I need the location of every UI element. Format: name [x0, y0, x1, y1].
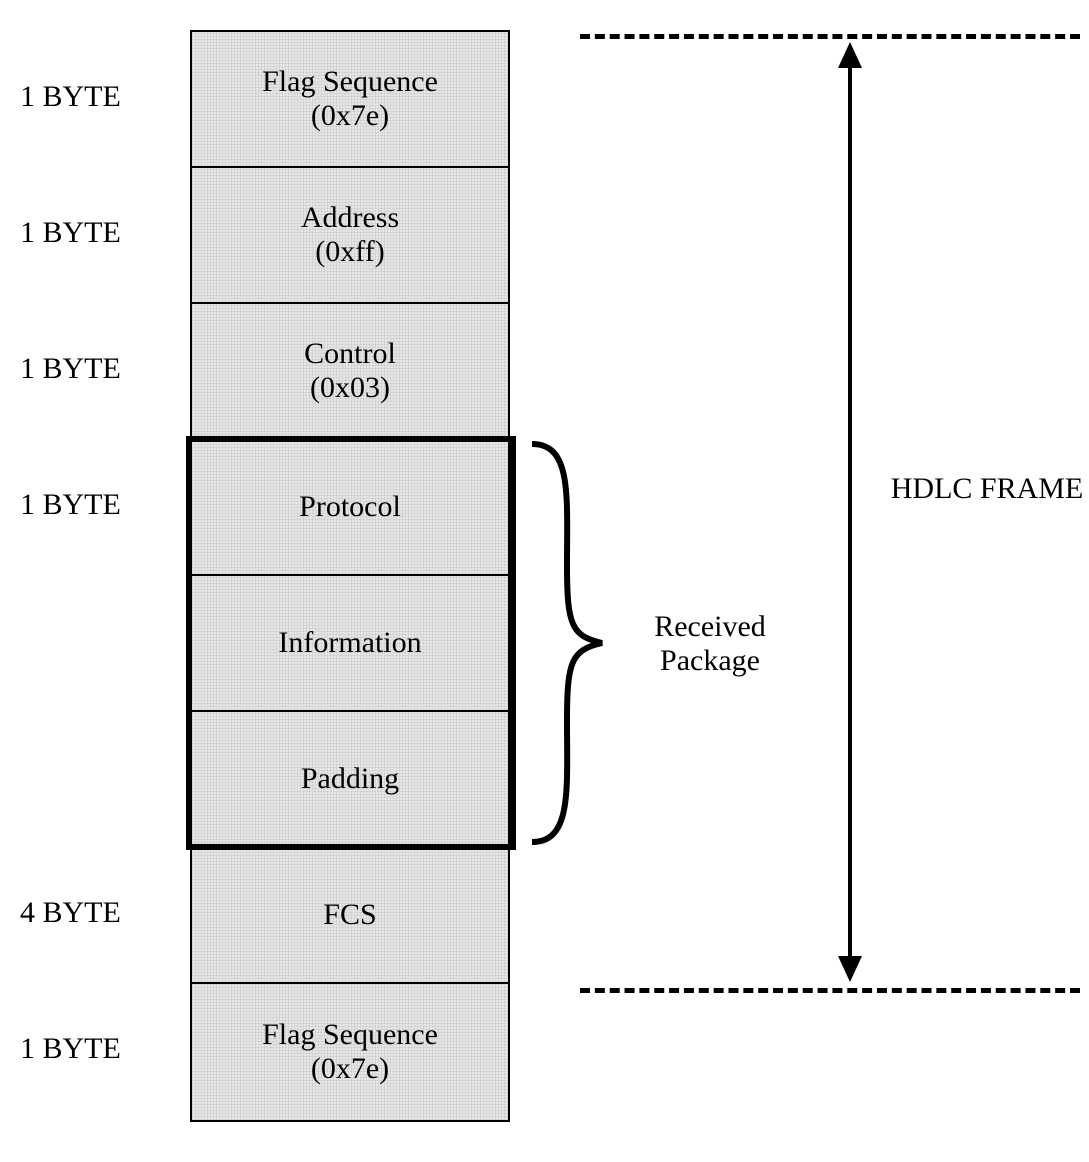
cell-subtext: (0x7e) [311, 99, 389, 134]
cell-text: Flag Sequence [262, 65, 438, 100]
cell-subtext: (0x03) [310, 371, 390, 406]
byte-label-3: 1 BYTE [20, 488, 121, 522]
cell-text: Control [304, 337, 396, 372]
hdlc-range-arrow-icon [830, 40, 870, 984]
byte-label-1: 1 BYTE [20, 216, 121, 250]
cell-text: FCS [323, 898, 376, 933]
cell-subtext: (0x7e) [311, 1052, 389, 1087]
cell-protocol: Protocol [192, 440, 508, 576]
cell-fcs: FCS [192, 848, 508, 984]
cell-text: Protocol [299, 490, 401, 525]
dashed-top [580, 34, 1080, 39]
cell-text: Flag Sequence [262, 1018, 438, 1053]
cell-text: Information [278, 626, 421, 661]
brace-icon [522, 436, 612, 850]
byte-label-6: 4 BYTE [20, 896, 121, 930]
received-line1: Received [620, 610, 800, 644]
cell-control: Control (0x03) [192, 304, 508, 440]
byte-label-7: 1 BYTE [20, 1032, 121, 1066]
cell-subtext: (0xff) [315, 235, 384, 270]
received-package-label: Received Package [620, 610, 800, 678]
cell-text: Address [301, 201, 399, 236]
cell-flag-bottom: Flag Sequence (0x7e) [192, 984, 508, 1120]
hdlc-frame-diagram: 1 BYTE 1 BYTE 1 BYTE 1 BYTE 4 BYTE 1 BYT… [20, 20, 1089, 1142]
byte-label-2: 1 BYTE [20, 352, 121, 386]
byte-label-0: 1 BYTE [20, 80, 121, 114]
received-line2: Package [620, 644, 800, 678]
frame-stack: Flag Sequence (0x7e) Address (0xff) Cont… [190, 30, 510, 1122]
cell-flag-top: Flag Sequence (0x7e) [192, 32, 508, 168]
cell-information: Information [192, 576, 508, 712]
cell-text: Padding [301, 762, 399, 797]
hdlc-frame-label: HDLC FRAME [872, 472, 1089, 506]
cell-padding: Padding [192, 712, 508, 848]
cell-address: Address (0xff) [192, 168, 508, 304]
dashed-bottom [580, 988, 1080, 993]
